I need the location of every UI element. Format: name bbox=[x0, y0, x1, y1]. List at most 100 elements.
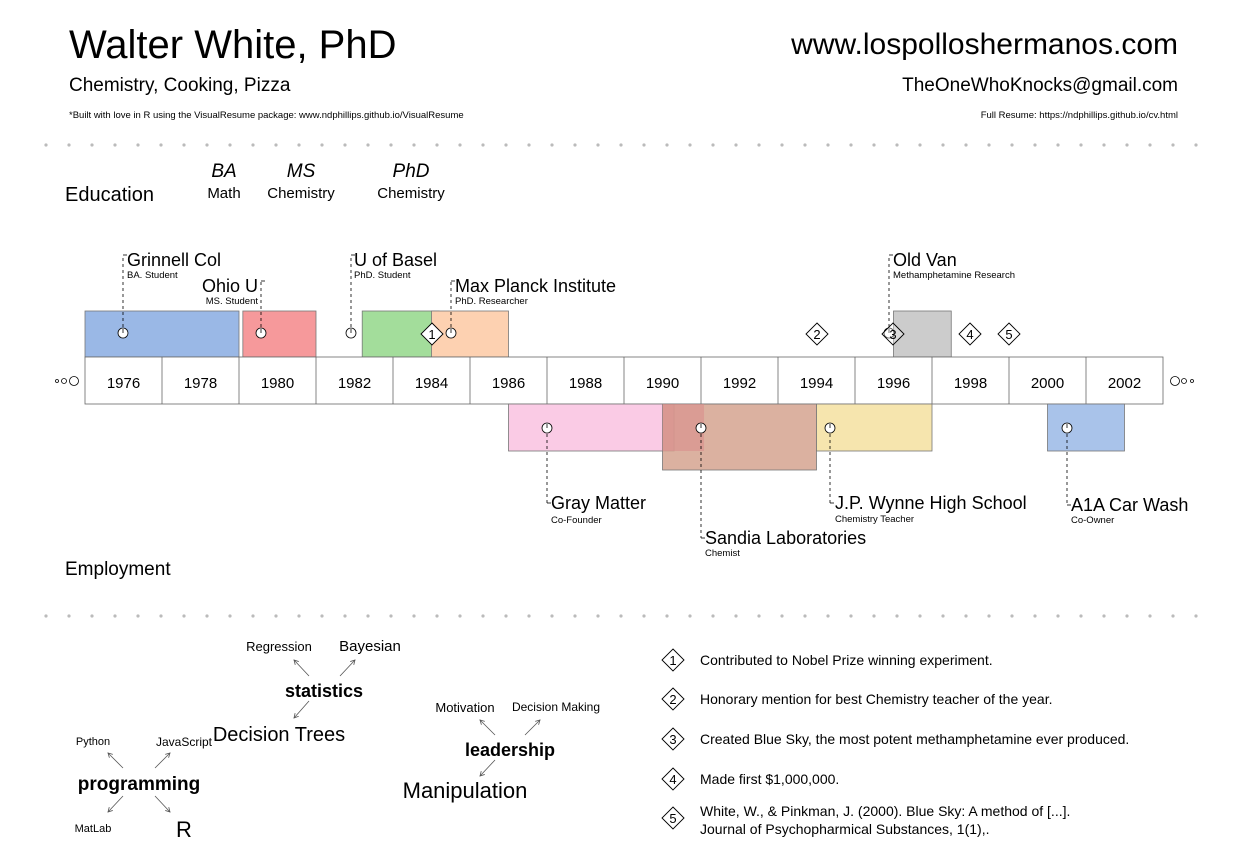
separator-dot bbox=[550, 143, 554, 147]
separator-dot bbox=[780, 143, 784, 147]
separator-dot bbox=[113, 143, 117, 147]
separator-dot bbox=[228, 143, 232, 147]
separator-dot bbox=[228, 614, 232, 618]
separator-dot bbox=[320, 143, 324, 147]
separator-dot bbox=[688, 143, 692, 147]
legend-diamond bbox=[661, 767, 685, 791]
separator-dot bbox=[1125, 614, 1129, 618]
separator-dot bbox=[343, 143, 347, 147]
separator-dot bbox=[481, 614, 485, 618]
year-tick-label: 1978 bbox=[184, 375, 217, 392]
skill-arrow bbox=[339, 659, 356, 677]
separator-dot bbox=[527, 614, 531, 618]
separator-dot bbox=[688, 614, 692, 618]
skill-programming: programming bbox=[78, 774, 200, 795]
skill-leadership: leadership bbox=[465, 740, 555, 760]
separator-dot bbox=[872, 614, 876, 618]
footnote: *Built with love in R using the VisualRe… bbox=[69, 110, 464, 121]
education-bar bbox=[893, 310, 952, 358]
skill-arrow bbox=[154, 752, 171, 769]
separator-dot bbox=[964, 143, 968, 147]
separator-dot bbox=[826, 614, 830, 618]
year-tick-label: 1996 bbox=[877, 375, 910, 392]
legend-number: 4 bbox=[669, 772, 676, 787]
separator-dot bbox=[1056, 143, 1060, 147]
education-title: Max Planck Institute bbox=[455, 276, 616, 296]
separator-dot bbox=[44, 614, 48, 618]
separator-dot bbox=[987, 614, 991, 618]
employment-subtitle: Co-Founder bbox=[551, 515, 602, 526]
separator-dot bbox=[481, 143, 485, 147]
separator-dot bbox=[366, 143, 370, 147]
separator-dot bbox=[757, 143, 761, 147]
employment-subtitle: Chemistry Teacher bbox=[835, 514, 914, 525]
employment-subtitle: Chemist bbox=[705, 548, 740, 559]
separator-dot bbox=[1033, 143, 1037, 147]
separator-dot bbox=[343, 614, 347, 618]
legend-diamond bbox=[661, 687, 685, 711]
degree-title: PhD bbox=[393, 161, 430, 182]
separator-dot bbox=[136, 614, 140, 618]
separator-dot bbox=[573, 143, 577, 147]
resume-subtitle: Chemistry, Cooking, Pizza bbox=[69, 75, 291, 96]
separator-dot bbox=[182, 143, 186, 147]
milestone-diamond bbox=[997, 322, 1021, 346]
separator-dot bbox=[918, 614, 922, 618]
skill-statistics: statistics bbox=[285, 681, 363, 701]
separator-dot bbox=[435, 143, 439, 147]
separator-dot bbox=[1079, 143, 1083, 147]
separator-dot bbox=[872, 143, 876, 147]
year-tick-label: 1988 bbox=[569, 375, 602, 392]
website-link[interactable]: www.lospolloshermanos.com bbox=[791, 28, 1178, 61]
skill-arrow-head bbox=[107, 807, 113, 813]
separator-dot bbox=[504, 614, 508, 618]
separator-dot bbox=[964, 614, 968, 618]
separator-dot bbox=[1171, 614, 1175, 618]
skill-arrow bbox=[293, 700, 310, 719]
separator-dot bbox=[412, 143, 416, 147]
separator-dot bbox=[803, 143, 807, 147]
legend-number: 1 bbox=[669, 653, 676, 668]
milestone-number: 1 bbox=[428, 327, 435, 342]
employment-bar bbox=[816, 403, 933, 452]
separator-dot bbox=[504, 143, 508, 147]
separator-dot bbox=[665, 143, 669, 147]
skill-arrow bbox=[524, 719, 541, 736]
employment-title: Gray Matter bbox=[551, 493, 646, 513]
education-bar bbox=[84, 310, 240, 358]
milestone-number: 4 bbox=[966, 327, 973, 342]
separator-dot bbox=[1056, 614, 1060, 618]
skill-sub: Manipulation bbox=[403, 778, 528, 803]
separator-dot bbox=[987, 143, 991, 147]
separator-dot bbox=[67, 614, 71, 618]
separator-dot bbox=[90, 143, 94, 147]
separator-dot bbox=[573, 614, 577, 618]
axis-end-dot bbox=[1170, 376, 1180, 386]
skill-arrow-head bbox=[293, 659, 299, 665]
separator-dot bbox=[596, 143, 600, 147]
separator-dot bbox=[619, 614, 623, 618]
separator-dot bbox=[895, 614, 899, 618]
skill-arrow-head bbox=[293, 713, 299, 719]
separator-dot bbox=[1079, 614, 1083, 618]
separator-dot bbox=[435, 614, 439, 618]
legend-text: Contributed to Nobel Prize winning exper… bbox=[700, 652, 993, 668]
separator-dot bbox=[159, 614, 163, 618]
separator-dot bbox=[67, 143, 71, 147]
degree-field: Chemistry bbox=[377, 185, 445, 202]
skill-arrow bbox=[154, 795, 171, 813]
milestone-number: 3 bbox=[889, 327, 896, 342]
full-resume-link[interactable]: Full Resume: https://ndphillips.github.i… bbox=[980, 110, 1178, 121]
year-tick-label: 1982 bbox=[338, 375, 371, 392]
skill-sub: Python bbox=[76, 736, 110, 748]
separator-dot bbox=[90, 614, 94, 618]
email-link[interactable]: TheOneWhoKnocks@gmail.com bbox=[902, 75, 1178, 96]
milestone-diamond bbox=[958, 322, 982, 346]
skill-arrow-head bbox=[479, 719, 485, 725]
separator-dot bbox=[1125, 143, 1129, 147]
separator-dot bbox=[297, 143, 301, 147]
separator-dot bbox=[274, 614, 278, 618]
separator-dot bbox=[1171, 143, 1175, 147]
skill-arrow bbox=[293, 659, 310, 677]
